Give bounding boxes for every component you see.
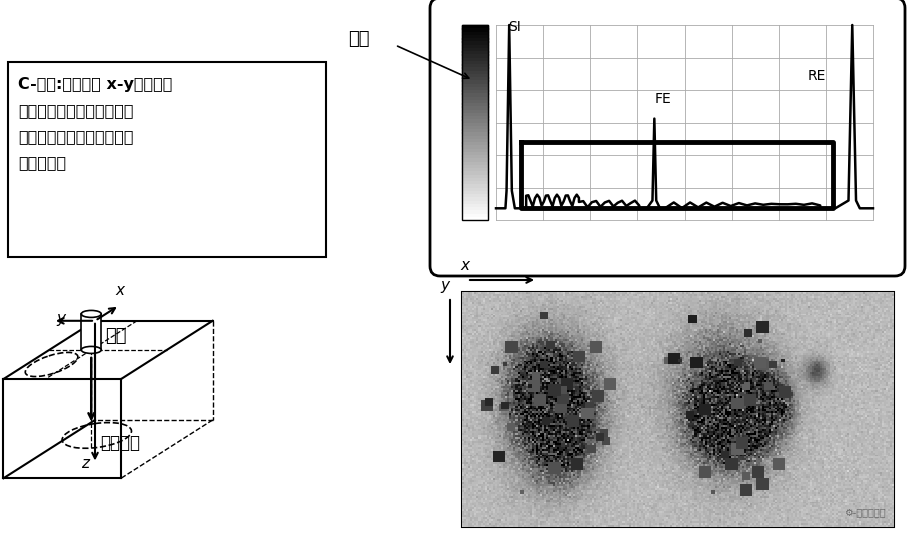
Bar: [462, 142, 488, 146]
Bar: [462, 165, 488, 168]
Text: 被检工件: 被检工件: [101, 435, 141, 452]
Bar: [462, 207, 488, 211]
Bar: [462, 106, 488, 110]
Bar: [462, 90, 488, 94]
Bar: [462, 171, 488, 175]
Text: y: y: [56, 311, 65, 326]
Bar: [462, 80, 488, 84]
Bar: [462, 64, 488, 68]
Bar: [462, 38, 488, 42]
Bar: [462, 132, 488, 136]
Ellipse shape: [81, 310, 101, 317]
Bar: [462, 168, 488, 172]
Bar: [462, 44, 488, 48]
Bar: [462, 31, 488, 35]
Bar: [462, 187, 488, 191]
Bar: [462, 201, 488, 204]
Text: z: z: [81, 456, 89, 471]
Bar: [462, 125, 488, 129]
Text: 灰度: 灰度: [348, 30, 369, 48]
Bar: [462, 77, 488, 81]
Bar: [462, 51, 488, 55]
Bar: [462, 74, 488, 77]
Text: 同灰度等级与探头位置共同: 同灰度等级与探头位置共同: [18, 129, 134, 144]
Bar: [462, 100, 488, 104]
Bar: [462, 214, 488, 217]
Bar: [462, 28, 488, 32]
Bar: [462, 96, 488, 100]
Bar: [462, 292, 894, 527]
Bar: [462, 178, 488, 181]
Bar: [462, 110, 488, 113]
Text: RE: RE: [807, 68, 825, 83]
Bar: [462, 158, 488, 162]
Bar: [462, 54, 488, 58]
FancyBboxPatch shape: [8, 62, 326, 257]
Text: 组成的图形: 组成的图形: [18, 155, 66, 170]
Bar: [462, 217, 488, 220]
Bar: [462, 119, 488, 123]
Bar: [462, 162, 488, 165]
Bar: [462, 181, 488, 185]
Bar: [462, 129, 488, 133]
Bar: [462, 71, 488, 74]
Text: 。将反射信号强弱转换为不: 。将反射信号强弱转换为不: [18, 103, 134, 118]
Bar: [462, 87, 488, 90]
Bar: [462, 197, 488, 201]
Bar: [462, 25, 488, 220]
Text: FE: FE: [654, 92, 671, 106]
Bar: [462, 103, 488, 107]
Text: x: x: [115, 283, 125, 298]
FancyBboxPatch shape: [430, 0, 905, 276]
Text: SI: SI: [508, 20, 521, 34]
Bar: [462, 25, 488, 28]
Bar: [462, 48, 488, 52]
Bar: [462, 135, 488, 139]
Bar: [462, 113, 488, 117]
Bar: [462, 116, 488, 120]
Text: ⚙-探伤微学堂: ⚙-探伤微学堂: [844, 507, 885, 518]
Bar: [462, 191, 488, 195]
Bar: [462, 145, 488, 149]
Bar: [462, 184, 488, 188]
Bar: [462, 174, 488, 178]
Bar: [462, 93, 488, 97]
Bar: [462, 149, 488, 152]
Bar: [462, 67, 488, 71]
Bar: [462, 204, 488, 208]
Bar: [462, 35, 488, 38]
Text: x: x: [460, 258, 469, 273]
Text: C-超图:将探头沿 x-y方向扫查: C-超图:将探头沿 x-y方向扫查: [18, 77, 173, 92]
Bar: [462, 152, 488, 156]
Ellipse shape: [81, 346, 101, 353]
Bar: [81, 314, 101, 350]
Bar: [462, 58, 488, 61]
Text: 探头: 探头: [105, 327, 126, 345]
Text: y: y: [440, 278, 449, 293]
Bar: [462, 83, 488, 87]
Bar: [462, 41, 488, 45]
Bar: [462, 194, 488, 198]
Bar: [462, 210, 488, 214]
Bar: [462, 139, 488, 142]
Bar: [462, 61, 488, 65]
Bar: [462, 155, 488, 159]
Bar: [462, 123, 488, 126]
